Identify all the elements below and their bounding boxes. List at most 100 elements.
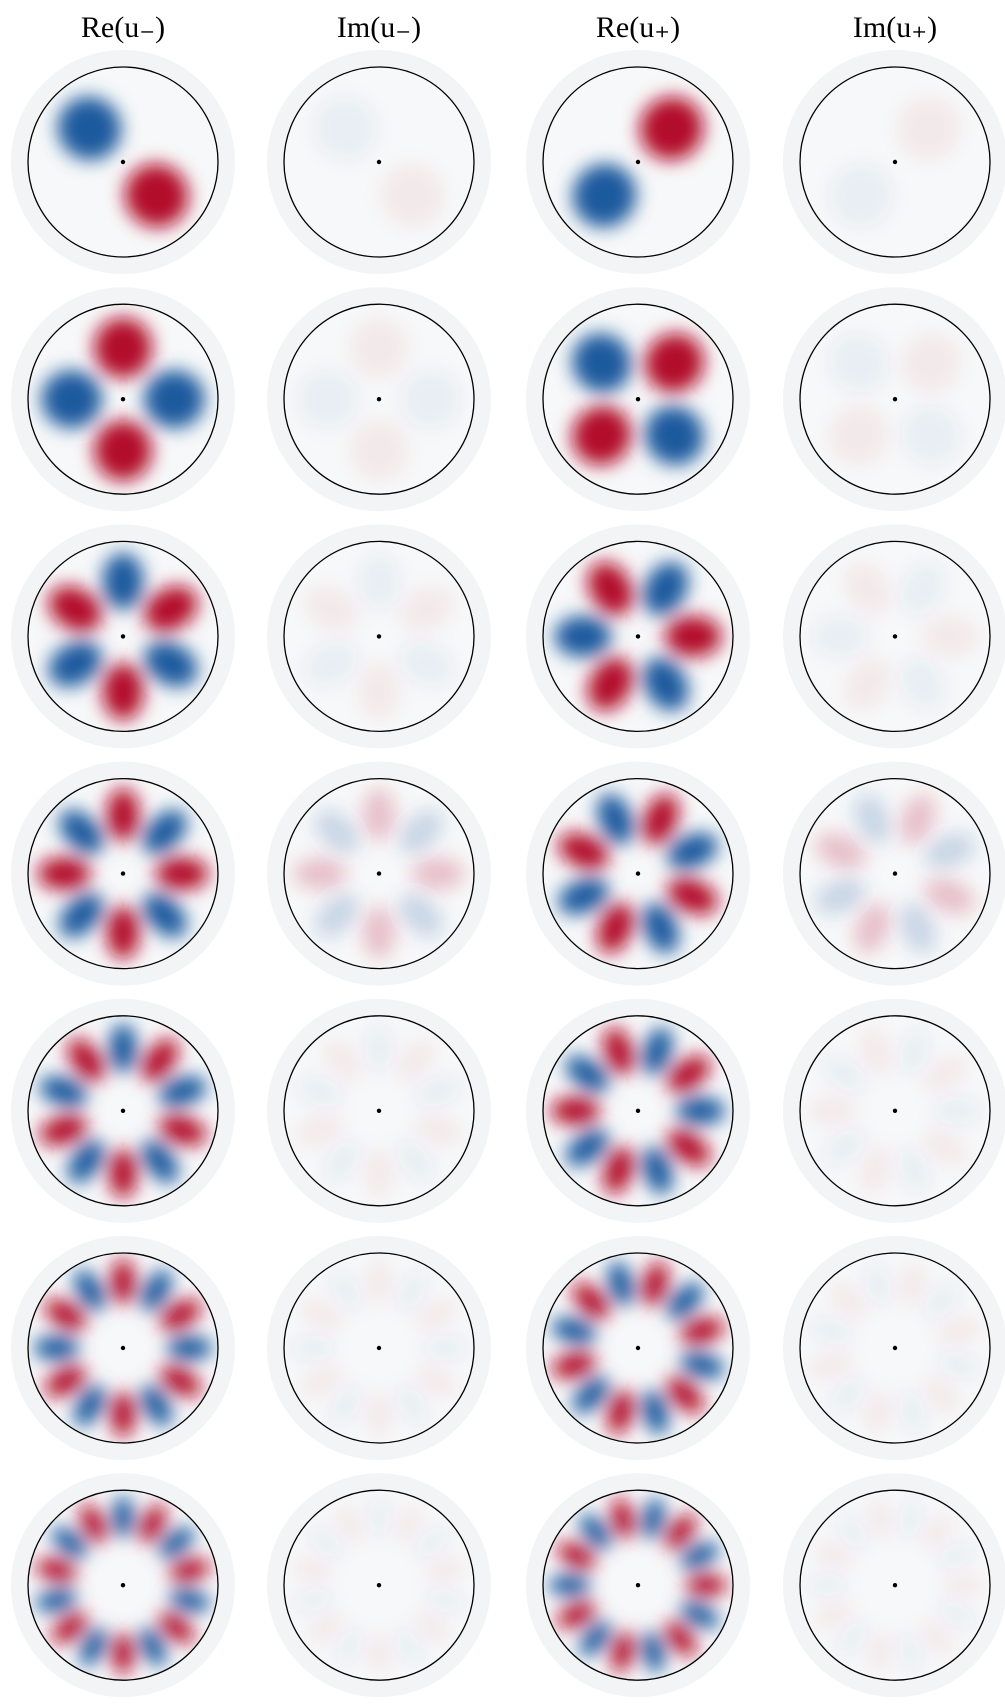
lobe	[51, 1526, 88, 1559]
lobe	[899, 561, 946, 616]
lobe	[289, 1335, 336, 1361]
lobe	[335, 1504, 363, 1544]
boundary	[283, 777, 475, 970]
lobe	[349, 420, 409, 481]
lobe	[399, 370, 461, 429]
lobe	[295, 1114, 344, 1146]
lobe	[587, 657, 634, 711]
lobe	[836, 1513, 868, 1550]
lobe	[611, 1497, 635, 1540]
center-dot	[635, 1108, 641, 1114]
field-pattern	[37, 788, 209, 960]
field-panel	[526, 50, 750, 274]
lobe	[607, 1389, 635, 1435]
lobe	[936, 1317, 982, 1345]
lobe	[44, 1299, 87, 1331]
lobe	[140, 1384, 172, 1427]
field-pattern	[808, 1261, 982, 1435]
lobe	[425, 1558, 467, 1582]
field-panel	[11, 287, 235, 512]
lobe	[166, 1335, 213, 1361]
lobe	[815, 877, 866, 915]
column-header: Re(u₋)	[81, 11, 165, 44]
boundary	[27, 303, 219, 495]
lobe	[937, 1542, 977, 1569]
field-panel	[526, 1236, 750, 1460]
field-pattern	[572, 333, 704, 466]
lobe	[921, 615, 979, 658]
lobe	[868, 1497, 892, 1540]
lobe	[39, 1075, 88, 1107]
lobe	[67, 1038, 105, 1082]
lobe	[35, 1588, 77, 1613]
lobe	[937, 1601, 977, 1629]
lobe	[680, 1542, 720, 1569]
lobe	[844, 561, 891, 616]
center-dot	[120, 871, 126, 876]
lobe	[641, 1389, 669, 1435]
lobe	[169, 1588, 211, 1613]
lobe	[139, 1627, 167, 1667]
lobe	[44, 1365, 87, 1397]
lobe	[558, 832, 609, 870]
lobe	[551, 1317, 597, 1345]
lobe	[415, 1299, 458, 1331]
lobe	[106, 788, 140, 842]
lobe	[143, 641, 198, 687]
lobe	[572, 163, 637, 228]
lobe	[667, 832, 718, 870]
lobe	[158, 1114, 207, 1146]
lobe	[158, 1075, 207, 1107]
field-pattern	[48, 552, 198, 720]
lobe	[291, 1588, 333, 1613]
center-dot	[892, 634, 898, 639]
lobe	[366, 1258, 392, 1305]
lobe	[415, 1365, 458, 1397]
lobe	[860, 1027, 892, 1076]
lobe	[923, 1376, 961, 1414]
boundary	[283, 540, 475, 733]
lobe	[111, 1632, 135, 1675]
field-pattern	[35, 1495, 211, 1675]
field-pattern	[829, 96, 961, 228]
lobe	[641, 1027, 673, 1076]
lobe	[860, 1146, 892, 1195]
boundary	[27, 1489, 219, 1681]
lobe	[48, 641, 103, 687]
field-panel	[267, 1473, 491, 1698]
lobe	[143, 370, 205, 429]
lobe	[380, 163, 445, 228]
lobe	[155, 856, 209, 891]
lobe	[898, 1146, 930, 1195]
field-panel	[526, 761, 750, 986]
lobe	[548, 1574, 591, 1597]
lobe	[74, 1384, 106, 1427]
boundary	[542, 1252, 734, 1444]
lobe	[641, 1497, 665, 1540]
boundary	[542, 540, 734, 733]
lobe	[642, 902, 679, 954]
lobe	[48, 585, 103, 632]
field-pattern	[807, 1027, 983, 1195]
field-panel	[267, 50, 491, 274]
lobe	[641, 1146, 673, 1195]
field-pattern	[558, 793, 718, 954]
lobe	[291, 1558, 333, 1582]
field-panel	[526, 287, 750, 512]
field-pattern	[289, 1258, 469, 1438]
lobe	[579, 1620, 611, 1657]
lobe	[398, 893, 443, 938]
lobe	[307, 1612, 344, 1644]
lobe	[664, 615, 722, 658]
field-panel	[11, 524, 235, 749]
center-dot	[376, 1345, 382, 1351]
boundary	[799, 1252, 991, 1444]
center-dot	[376, 159, 382, 165]
lobe	[854, 902, 891, 954]
lobe	[666, 1282, 704, 1320]
center-dot	[376, 634, 382, 639]
center-dot	[376, 1108, 382, 1114]
lobe	[603, 1146, 635, 1195]
field-panel	[267, 287, 491, 512]
